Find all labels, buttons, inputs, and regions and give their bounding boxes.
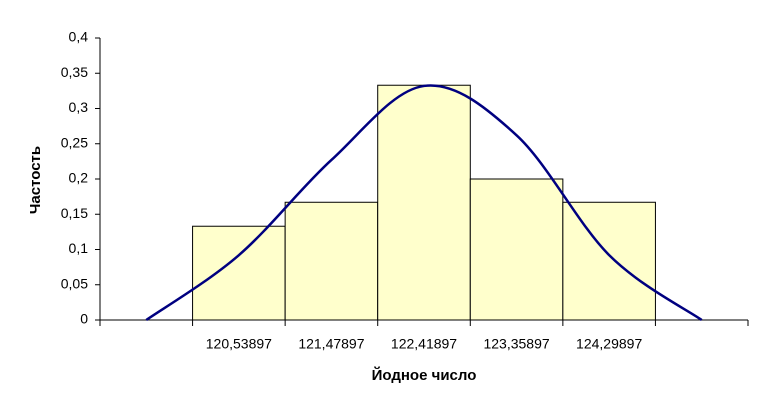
- x-tick-label: 121,47897: [298, 336, 364, 352]
- bar: [284, 201, 379, 321]
- y-tick-label: 0: [80, 311, 88, 327]
- x-tick-label: 123,35897: [483, 336, 549, 352]
- bar: [469, 178, 564, 321]
- y-tick-label: 0,2: [69, 170, 89, 186]
- y-axis-title: Частость: [27, 146, 44, 214]
- y-tick-label: 0,15: [61, 205, 88, 221]
- x-tick-label: 122,41897: [391, 336, 457, 352]
- x-tick-label: 124,29897: [576, 336, 642, 352]
- curve: [145, 84, 703, 322]
- y-tick-label: 0,1: [69, 240, 89, 256]
- bar: [562, 201, 656, 321]
- y-tick-label: 0,4: [69, 29, 89, 45]
- y-tick-label: 0,35: [61, 64, 88, 80]
- bar: [377, 84, 471, 321]
- x-tick-label: 120,53897: [206, 336, 272, 352]
- y-tick-label: 0,3: [69, 99, 89, 115]
- x-axis-title: Йодное число: [372, 366, 477, 384]
- y-tick-label: 0,25: [61, 134, 88, 150]
- y-tick-label: 0,05: [61, 275, 88, 291]
- bar: [192, 225, 286, 321]
